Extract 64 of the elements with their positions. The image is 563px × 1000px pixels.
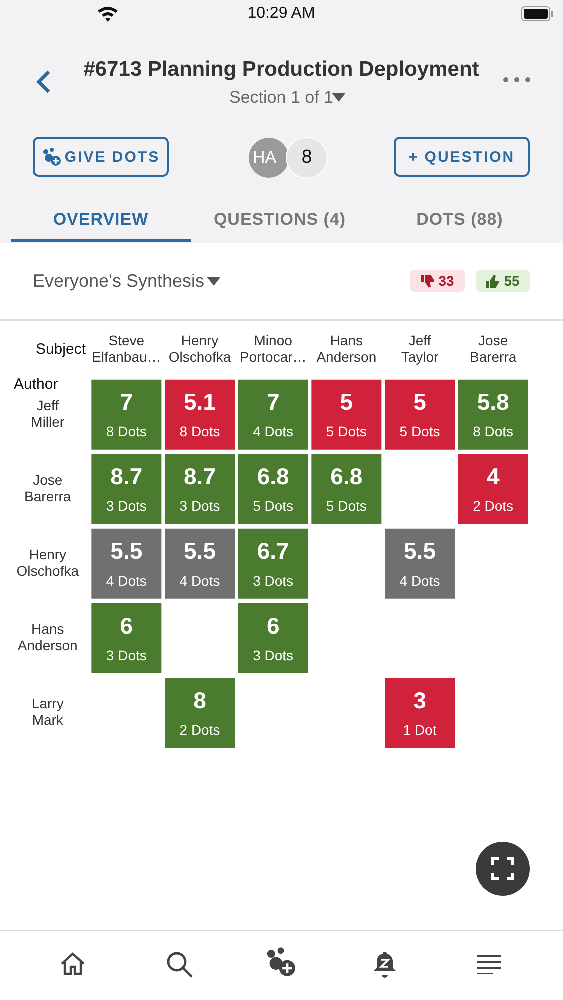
annotation: 5 Dots (326, 498, 367, 514)
annotation: 3 Dots (253, 647, 294, 664)
data-label: 3 (414, 687, 426, 714)
data-label: 5.5 (184, 538, 216, 564)
annotation: 2 Dots (473, 498, 514, 514)
data-label: 6.7 (257, 538, 290, 564)
data-label: 6 (120, 612, 134, 639)
data-label: 5.8 (477, 389, 510, 416)
x-tick-label: Jose Barerra (470, 332, 517, 366)
data-label: 6.8 (330, 464, 363, 490)
text: 33 (438, 273, 454, 289)
x-tick-label: Hans Anderson (316, 332, 377, 366)
annotation: 8 Dots (180, 424, 220, 440)
text: QUESTIONS (4) (212, 210, 348, 230)
data-label: 5.5 (404, 538, 436, 564)
x-tick-label: Henry Olschofka (168, 332, 232, 366)
y-tick-label: Henry Olschofka (16, 546, 80, 580)
annotation: 4 Dots (106, 572, 147, 589)
x-tick-label: Minoo Portocar… (240, 332, 307, 366)
data-label: 5 (414, 389, 427, 416)
y-axis-title: Author (14, 376, 58, 394)
data-label: 4 (486, 464, 500, 490)
annotation: 4 Dots (253, 424, 294, 440)
annotation: 3 Dots (106, 647, 147, 664)
annotation: 3 Dots (106, 498, 147, 514)
data-label: 8 (194, 687, 207, 714)
text: + QUESTION (394, 137, 530, 177)
y-tick-label: Jose Barerra (24, 472, 72, 505)
chart-title: #6713 Planning Production Deployment (82, 58, 480, 82)
annotation: 5 Dots (400, 424, 440, 440)
data-label: 6.8 (257, 464, 290, 490)
text: DOTS (88) (416, 210, 504, 230)
annotation: 3 Dots (253, 572, 294, 589)
text: 55 (504, 273, 520, 289)
x-tick-label: Jeff Taylor (401, 332, 440, 366)
data-label: 5.5 (110, 538, 143, 564)
chart-subtitle: Section 1 of 1 (228, 88, 334, 108)
text: OVERVIEW (52, 210, 150, 230)
text: Everyone's Synthesis (33, 271, 205, 292)
annotation: 4 Dots (180, 572, 220, 589)
y-tick-label: Jeff Miller (31, 397, 65, 430)
data-label: 6 (266, 612, 280, 639)
x-tick-label: Steve Elfanbau… (92, 332, 162, 366)
y-tick-label: Hans Anderson (18, 620, 78, 654)
data-label: 7 (266, 389, 280, 416)
x-axis-title: Subject (36, 341, 87, 358)
data-label: 7 (120, 389, 134, 416)
annotation: 5 Dots (253, 498, 294, 514)
annotation: 1 Dot (403, 722, 437, 738)
data-label: 8.7 (110, 464, 143, 490)
annotation: 3 Dots (180, 498, 220, 514)
text: 8 (286, 137, 328, 179)
text: GIVE DOTS (64, 148, 160, 166)
text: 10:29 AM (246, 5, 316, 23)
data-label: 8.7 (184, 464, 216, 490)
annotation: 4 Dots (400, 572, 440, 589)
data-label: 5 (340, 389, 354, 416)
annotation: 8 Dots (473, 424, 514, 440)
text: HA (249, 138, 289, 178)
annotation: 2 Dots (180, 722, 220, 738)
annotation: 5 Dots (326, 424, 367, 440)
annotation: 8 Dots (106, 424, 147, 440)
y-tick-label: Larry Mark (32, 695, 64, 728)
data-label: 5.1 (184, 389, 216, 416)
